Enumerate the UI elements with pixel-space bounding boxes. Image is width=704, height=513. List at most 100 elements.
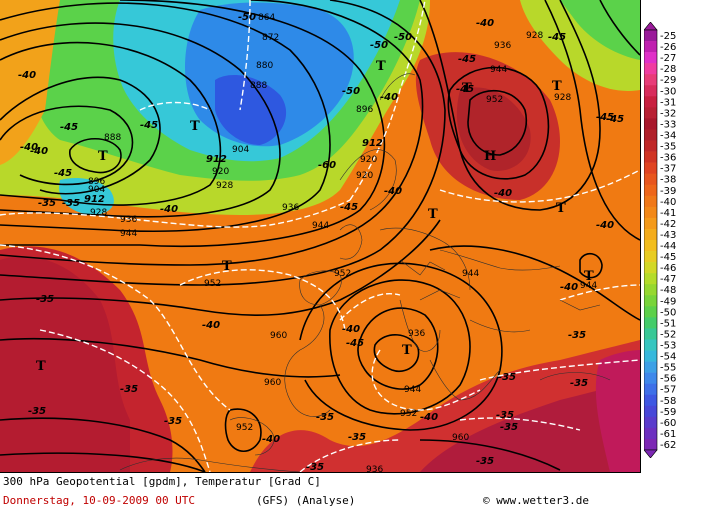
geopotential-label: 928 — [90, 208, 107, 218]
scale-label: -36 — [660, 153, 676, 164]
map-footer: 300 hPa Geopotential [gpdm], Temperatur … — [0, 473, 640, 513]
low-pressure-center: T — [190, 119, 200, 134]
geopotential-label: 944 — [462, 269, 479, 279]
temperature-label: -35 — [496, 410, 514, 421]
scale-swatch — [644, 273, 657, 285]
temperature-label: -40 — [596, 220, 614, 231]
scale-label: -57 — [660, 385, 676, 396]
geopotential-label: 936 — [408, 329, 425, 339]
warmest-region-southeast — [420, 380, 640, 472]
scale-label: -56 — [660, 374, 676, 385]
coldest-core-north — [215, 75, 287, 145]
temperature-label: -45 — [606, 114, 624, 125]
low-pressure-center: T — [428, 207, 438, 222]
scale-label: -47 — [660, 274, 676, 285]
geopotential-contours — [0, 0, 640, 472]
temperature-label: -35 — [498, 372, 516, 383]
scale-label: -53 — [660, 341, 676, 352]
geopotential-label: 928 — [526, 31, 543, 41]
geopotential-label: 920 — [356, 171, 373, 181]
map-date: Donnerstag, 10-09-2009 00 UTC — [3, 494, 196, 507]
scale-swatch — [644, 41, 657, 53]
scale-label: -55 — [660, 363, 676, 374]
temperature-label: -45 — [140, 120, 158, 131]
temperature-label: -35 — [28, 406, 46, 417]
copyright-link[interactable]: © www.wetter3.de — [483, 494, 589, 507]
geopotential-label: 872 — [262, 33, 279, 43]
temperature-label: -40 — [160, 204, 178, 215]
scale-label: -28 — [660, 64, 676, 75]
temperature-color-scale: -25 -26 -27 -28 -29 -30 -31 -32 -33 -34 -35 -36 -37-… — [643, 21, 704, 459]
geopotential-label: 952 — [486, 95, 503, 105]
temperature-label: -50 — [370, 40, 388, 51]
temperature-label: -50 — [342, 86, 360, 97]
temperature-label: -35 — [570, 378, 588, 389]
geopotential-label: 936 — [494, 41, 511, 51]
scale-swatch — [644, 317, 657, 329]
geopotential-label: 944 — [580, 281, 597, 291]
temperature-label: -35 — [306, 462, 324, 472]
geopotential-label: 952 — [334, 269, 351, 279]
scale-swatch — [644, 295, 657, 307]
low-pressure-center: T — [402, 343, 412, 358]
temperature-label: -35 — [38, 198, 56, 209]
scale-label: -45 — [660, 252, 676, 263]
scale-swatch — [644, 74, 657, 86]
scale-swatch — [644, 85, 657, 97]
temperature-label: -35 — [164, 416, 182, 427]
scale-swatch — [644, 438, 657, 451]
temperature-label: -50 — [238, 12, 256, 23]
scale-label: -39 — [660, 186, 676, 197]
low-pressure-center: T — [98, 149, 108, 164]
geopotential-label: 952 — [236, 423, 253, 433]
scale-label: -59 — [660, 407, 676, 418]
scale-swatch — [644, 350, 657, 362]
temperature-label: -35 — [568, 330, 586, 341]
scale-swatch — [644, 416, 657, 429]
scale-swatch — [644, 228, 657, 241]
map-title: 300 hPa Geopotential [gpdm], Temperatur … — [3, 475, 321, 488]
scale-swatch — [644, 173, 657, 186]
geopotential-label: 904 — [88, 185, 105, 195]
cold-patch-iceland — [59, 178, 114, 215]
scale-swatch — [644, 140, 657, 152]
scale-label: -46 — [660, 263, 676, 274]
scale-label: -29 — [660, 75, 676, 86]
scale-label: -49 — [660, 296, 676, 307]
geopotential-label: 912 — [84, 194, 105, 205]
temperature-label: -35 — [316, 412, 334, 423]
geopotential-label: 960 — [452, 433, 469, 443]
cold-region-northeast — [560, 0, 640, 60]
geopotential-label: 896 — [88, 177, 105, 187]
scale-swatch — [644, 52, 657, 64]
temperature-label: -40 — [262, 434, 280, 445]
geopotential-label: 928 — [554, 93, 571, 103]
scale-swatch — [644, 118, 657, 130]
model-info: (GFS) (Analyse) — [256, 494, 356, 507]
scale-label: -35 — [660, 142, 676, 153]
scale-label: -25 — [660, 31, 676, 42]
scale-swatch — [644, 262, 657, 274]
temperature-label: -45 — [54, 168, 72, 179]
temperature-label: -40 — [202, 320, 220, 331]
low-pressure-center: T — [222, 259, 232, 274]
geopotential-label: 888 — [104, 133, 121, 143]
temperature-label: -40 — [420, 412, 438, 423]
scale-label: -42 — [660, 219, 676, 230]
geopotential-label: 936 — [366, 465, 383, 472]
geopotential-label-group: 864 872 880 888 896 904 912 920 928 936 … — [84, 13, 597, 472]
geopotential-label: 936 — [120, 215, 137, 225]
scale-swatch — [644, 217, 657, 230]
scale-label: -30 — [660, 86, 676, 97]
scale-label: -32 — [660, 108, 676, 119]
scale-label: -33 — [660, 119, 676, 130]
coastlines — [119, 73, 611, 472]
temperature-label: -35 — [62, 198, 80, 209]
scale-swatch — [644, 328, 657, 340]
scale-swatch — [644, 284, 657, 296]
map-canvas: 864 872 880 888 896 904 912 920 928 936 … — [0, 0, 640, 472]
temperature-label: -35 — [120, 384, 138, 395]
low-pressure-center: T — [552, 79, 562, 94]
scale-label: -26 — [660, 42, 676, 53]
temperature-label: -45 — [60, 122, 78, 133]
